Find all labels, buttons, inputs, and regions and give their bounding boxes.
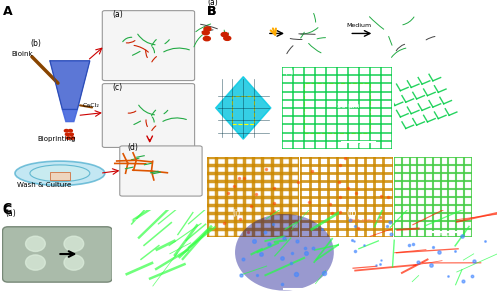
Ellipse shape (30, 165, 90, 182)
Text: (iii): (iii) (398, 68, 410, 75)
Ellipse shape (15, 161, 105, 185)
Text: (b): (b) (121, 209, 131, 218)
Circle shape (64, 255, 84, 270)
Text: 50 μm: 50 μm (337, 103, 359, 109)
Circle shape (66, 137, 70, 139)
FancyBboxPatch shape (2, 227, 112, 282)
Text: (c): (c) (112, 83, 122, 92)
Polygon shape (216, 77, 271, 139)
Text: 50 μm: 50 μm (292, 290, 310, 295)
Circle shape (25, 236, 45, 251)
Text: Medium: Medium (347, 23, 372, 28)
Text: C: C (2, 202, 11, 215)
Text: A: A (2, 5, 12, 18)
Text: (a): (a) (6, 209, 16, 218)
Polygon shape (62, 109, 77, 122)
Wedge shape (235, 214, 334, 291)
Bar (50, 172, 70, 180)
Text: 100 μm: 100 μm (178, 290, 199, 295)
Circle shape (68, 130, 72, 132)
Text: (ii): (ii) (284, 68, 293, 75)
Text: CaCl₂: CaCl₂ (82, 103, 99, 108)
Text: actin nuclei: actin nuclei (123, 218, 146, 222)
FancyBboxPatch shape (120, 146, 202, 196)
Polygon shape (50, 61, 90, 109)
Circle shape (202, 30, 209, 35)
Circle shape (224, 36, 231, 40)
Circle shape (69, 133, 73, 136)
Text: 500 μm: 500 μm (434, 232, 455, 237)
Text: (d): (d) (127, 143, 138, 153)
Circle shape (64, 236, 84, 251)
Text: (ii): (ii) (346, 209, 357, 218)
Text: Bioprinting: Bioprinting (37, 136, 76, 142)
Text: (i): (i) (233, 209, 241, 218)
Text: B: B (207, 5, 217, 18)
Text: C: C (2, 204, 11, 217)
Text: Bioink: Bioink (11, 51, 32, 57)
Circle shape (25, 255, 45, 270)
Circle shape (204, 27, 211, 31)
Text: (a): (a) (112, 10, 123, 19)
Text: (a): (a) (207, 0, 218, 7)
Circle shape (221, 33, 228, 37)
Text: CD31-GFP/nuclei: CD31-GFP/nuclei (350, 219, 384, 223)
Text: 50 μm: 50 μm (444, 290, 462, 295)
Text: 50 μm: 50 μm (350, 143, 368, 148)
Bar (233, 95, 254, 124)
Circle shape (70, 137, 74, 139)
Bar (304, 83, 370, 133)
Text: B: B (207, 5, 217, 18)
FancyBboxPatch shape (102, 84, 195, 147)
Circle shape (64, 130, 68, 132)
Text: (b): (b) (30, 39, 41, 48)
Circle shape (65, 133, 69, 136)
Polygon shape (216, 77, 271, 139)
Circle shape (204, 36, 211, 41)
FancyBboxPatch shape (102, 11, 195, 81)
Text: Wash & Culture: Wash & Culture (17, 182, 72, 188)
